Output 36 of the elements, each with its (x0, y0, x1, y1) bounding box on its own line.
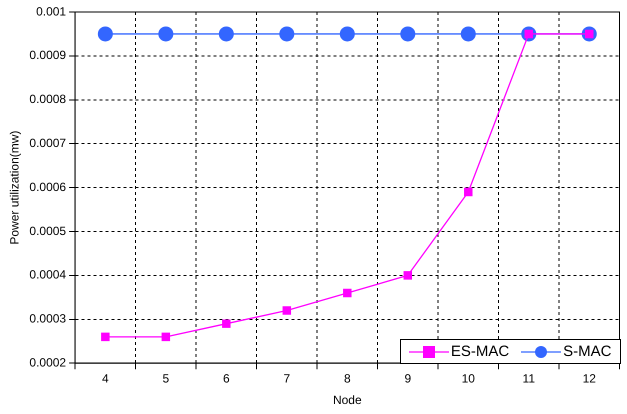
x-tick-label: 10 (462, 372, 476, 386)
point (222, 319, 231, 328)
y-tick-label: 0.0003 (29, 312, 66, 326)
legend-label: S-MAC (563, 343, 612, 360)
y-tick-label: 0.001 (36, 4, 66, 18)
y-tick-label: 0.0006 (29, 180, 66, 194)
y-tick-label: 0.0007 (29, 136, 66, 150)
point (218, 26, 234, 42)
point (343, 288, 352, 298)
x-tick-label: 9 (404, 372, 412, 386)
y-tick-label: 0.0009 (29, 48, 66, 62)
point (400, 26, 416, 42)
point (101, 332, 110, 342)
x-tick-label: 11 (522, 372, 536, 386)
point (162, 332, 170, 342)
y-tick-label: 0.0004 (29, 268, 66, 282)
point (279, 26, 294, 42)
point (282, 306, 292, 315)
y-axis-title: Power utilization(mw) (8, 130, 22, 245)
x-tick-label: 5 (162, 372, 170, 386)
x-tick-label: 8 (344, 372, 351, 386)
x-tick-label: 4 (102, 372, 110, 386)
point (158, 26, 174, 42)
point (404, 271, 412, 280)
point (464, 188, 473, 196)
y-tick-label: 0.0002 (29, 356, 66, 370)
y-tick-label: 0.0008 (29, 92, 66, 106)
point (340, 26, 355, 42)
x-tick-label: 6 (222, 372, 230, 386)
x-axis-title: Node (332, 393, 362, 408)
point (460, 26, 476, 42)
x-tick-label: 7 (283, 372, 290, 386)
y-tick-label: 0.0005 (29, 224, 66, 238)
legend-label: ES-MAC (450, 343, 510, 360)
x-tick-label: 12 (582, 372, 596, 386)
point (98, 26, 113, 42)
